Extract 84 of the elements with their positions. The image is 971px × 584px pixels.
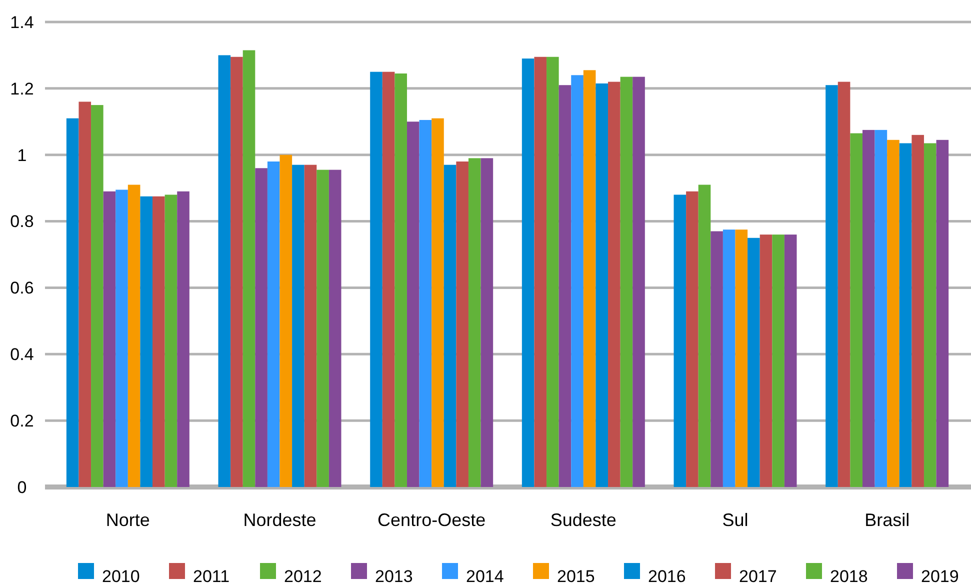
bar (748, 238, 760, 487)
legend-label: 2015 (557, 567, 595, 584)
bar (722, 230, 736, 487)
legend-label: 2010 (102, 567, 140, 584)
bar (128, 184, 140, 487)
bar (280, 154, 292, 487)
bar (480, 158, 494, 487)
bar (686, 191, 698, 487)
bar (382, 72, 395, 487)
bar (887, 140, 900, 487)
bar (267, 162, 280, 487)
y-tick-label: 1 (17, 146, 27, 165)
y-tick-label: 0 (17, 478, 27, 497)
y-tick-label: 0.6 (10, 278, 34, 298)
bar (862, 130, 875, 487)
legend-label: 2011 (193, 567, 230, 584)
y-tick-label: 1.4 (10, 12, 34, 32)
bar (419, 120, 432, 487)
bar (456, 162, 468, 487)
x-tick-label: Norte (106, 510, 150, 530)
bar (116, 190, 128, 487)
bar (912, 134, 924, 487)
bar (924, 143, 936, 487)
bar (698, 184, 711, 487)
x-tick-label: Centro-Oeste (378, 510, 486, 530)
bar (218, 55, 231, 487)
bar (710, 231, 723, 487)
bar (66, 118, 79, 487)
bar (394, 73, 407, 487)
bar (242, 50, 256, 487)
bar (760, 234, 772, 487)
y-tick-label: 0.4 (10, 345, 34, 364)
bar (444, 164, 456, 487)
bar (432, 118, 444, 487)
bar (558, 85, 572, 487)
bar (772, 234, 784, 487)
legend-label: 2017 (739, 567, 777, 584)
bar (164, 194, 178, 487)
y-tick-label: 0.2 (10, 412, 34, 431)
y-tick-label: 1.2 (10, 79, 34, 98)
legend-label: 2018 (830, 567, 868, 584)
bar (826, 85, 838, 487)
legend-label: 2019 (921, 567, 959, 584)
bar (78, 102, 92, 487)
legend-label: 2013 (375, 567, 413, 584)
bar (103, 191, 116, 487)
bar (230, 56, 243, 487)
x-tick-label: Nordeste (243, 510, 316, 530)
bar (534, 56, 547, 487)
bar (177, 191, 190, 487)
x-tick-label: Sudeste (550, 510, 616, 530)
legend-label: 2012 (284, 567, 322, 584)
bar (304, 164, 317, 487)
bar (316, 170, 329, 487)
bar (328, 170, 342, 487)
x-tick-label: Brasil (864, 510, 910, 530)
bar (936, 140, 949, 487)
bar (571, 75, 584, 487)
bar (620, 76, 633, 487)
bar (292, 164, 304, 487)
legend-label: 2014 (466, 567, 504, 584)
bar (674, 194, 686, 487)
bar (735, 230, 748, 487)
bar (546, 56, 559, 487)
bar (784, 234, 797, 487)
bar (140, 196, 153, 487)
bar (632, 76, 645, 487)
bar (91, 105, 104, 487)
bar (583, 70, 596, 487)
x-tick-label: Sul (722, 510, 748, 530)
bar (850, 133, 862, 487)
bar (522, 58, 534, 487)
legend-label: 2016 (648, 567, 686, 584)
bar (468, 158, 481, 487)
bar (406, 122, 420, 487)
bar (596, 83, 608, 487)
bar (152, 196, 165, 487)
y-tick-label: 0.8 (10, 212, 34, 232)
bar (838, 82, 850, 487)
bar (370, 72, 382, 487)
bar (255, 168, 268, 487)
bar (608, 82, 620, 487)
bar (899, 143, 912, 487)
bar (874, 130, 888, 487)
